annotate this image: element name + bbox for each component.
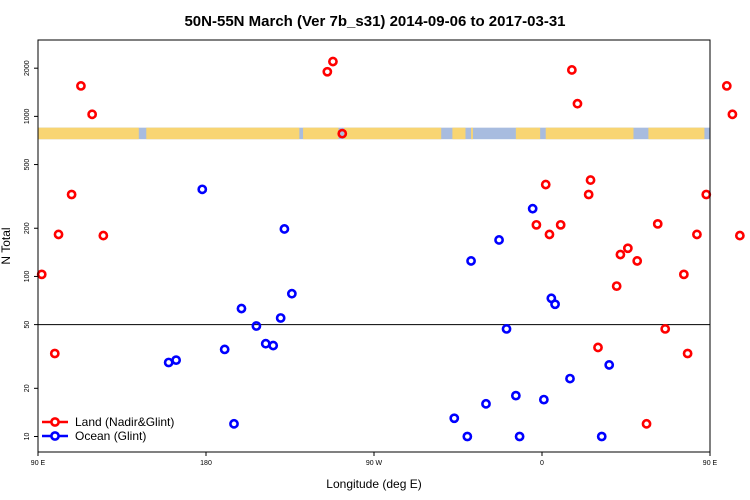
x-tick-label: 180	[200, 460, 212, 467]
ocean-point	[197, 184, 208, 195]
legend-land-label: Land (Nadir&Glint)	[75, 415, 174, 429]
band-land-segment	[344, 127, 442, 140]
ocean-point	[565, 373, 575, 384]
y-tick-label: 100	[24, 270, 31, 282]
band-layer	[38, 127, 710, 140]
ocean-point	[596, 431, 607, 442]
ocean-point	[527, 203, 538, 214]
land-point	[632, 256, 643, 266]
land-point	[98, 230, 109, 241]
ocean-point	[550, 299, 560, 310]
ocean-point	[260, 338, 271, 349]
land-point	[660, 324, 671, 334]
band-land-segment	[146, 127, 300, 140]
y-tick-label: 50	[24, 321, 31, 329]
land-point	[322, 66, 333, 77]
land-point	[622, 243, 633, 254]
y-tick-label: 20	[24, 384, 31, 392]
legend: Land (Nadir&Glint)Ocean (Glint)	[42, 415, 174, 443]
ocean-point	[236, 303, 247, 314]
ocean-point	[275, 313, 286, 323]
ocean-point	[604, 360, 615, 370]
band-land-segment	[648, 127, 705, 140]
land-point	[583, 189, 594, 200]
land-point	[678, 269, 689, 280]
land-point	[337, 128, 348, 139]
land-point	[572, 98, 583, 109]
ocean-point	[481, 398, 491, 409]
land-point	[53, 229, 64, 240]
y-tick-label: 10	[24, 432, 31, 440]
ocean-point	[279, 224, 290, 234]
ocean-point	[501, 324, 512, 334]
band-land-segment	[452, 127, 466, 140]
points-layer	[36, 56, 745, 442]
land-point	[593, 342, 603, 353]
band-land-segment	[303, 127, 339, 140]
x-tick-label: 90 W	[366, 460, 383, 467]
ocean-point	[510, 390, 521, 401]
band-land-segment	[38, 127, 139, 140]
ocean-point	[466, 256, 476, 266]
land-point	[652, 218, 663, 229]
land-point	[49, 348, 60, 359]
x-axis: 90 E 180 90 W 0 90 E	[31, 452, 718, 467]
legend-ocean-marker	[50, 431, 60, 441]
land-point	[692, 229, 702, 240]
x-tick-label: 90 E	[31, 460, 46, 467]
land-point	[540, 179, 551, 190]
ocean-point	[251, 321, 262, 331]
plot-frame	[37, 39, 711, 453]
land-point	[682, 348, 693, 359]
land-point	[87, 109, 98, 120]
x-axis-label: Longitude (deg E)	[326, 477, 421, 491]
land-point	[555, 219, 566, 230]
land-point	[734, 230, 745, 241]
land-point	[66, 189, 77, 200]
x-tick-label: 90 E	[703, 460, 718, 467]
chart-title: 50N-55N March (Ver 7b_s31) 2014-09-06 to…	[184, 13, 565, 30]
y-axis-label: N Total	[0, 227, 13, 264]
land-point	[641, 418, 652, 429]
legend-ocean-label: Ocean (Glint)	[75, 429, 146, 443]
y-tick-label: 2000	[24, 60, 31, 76]
land-point	[36, 269, 47, 280]
ocean-point	[462, 431, 473, 442]
legend-land-marker	[50, 417, 60, 427]
land-point	[611, 281, 622, 292]
band-land-segment	[545, 127, 634, 140]
land-point	[328, 56, 338, 67]
land-point	[727, 109, 738, 120]
ocean-point	[494, 235, 504, 245]
land-point	[721, 81, 732, 91]
land-point	[531, 219, 542, 230]
x-tick-label: 0	[540, 460, 544, 467]
ocean-point	[268, 340, 279, 351]
ocean-point	[171, 355, 182, 366]
ocean-point	[163, 357, 174, 368]
ocean-point	[219, 344, 230, 355]
band-land-segment	[515, 127, 541, 140]
y-tick-label: 1000	[24, 108, 31, 124]
band-land-segment	[471, 127, 473, 140]
y-tick-label: 500	[24, 159, 31, 171]
land-point	[566, 65, 577, 75]
ocean-point	[514, 431, 525, 442]
land-point	[76, 81, 86, 91]
land-point	[585, 175, 596, 185]
ocean-point	[286, 288, 297, 299]
ocean-point	[538, 394, 549, 405]
ocean-point	[449, 413, 460, 424]
y-axis: 10 20 50 100 200 500 1000 2000	[24, 60, 38, 440]
ocean-point	[229, 418, 239, 429]
y-tick-label: 200	[24, 222, 31, 234]
land-point	[701, 189, 712, 200]
land-point	[615, 249, 626, 260]
land-point	[544, 229, 555, 240]
